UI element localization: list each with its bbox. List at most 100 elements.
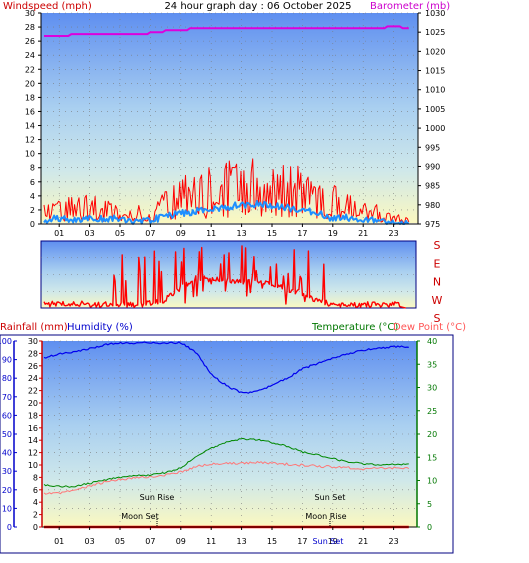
moon-rise-annotation: Moon Rise xyxy=(305,512,346,521)
humidity-ticks: 0 10 20 30 40 50 60 70 80 90 100 xyxy=(0,337,17,532)
lower-hour-label: 17 xyxy=(297,537,307,546)
wind-hour-label: 17 xyxy=(297,229,307,238)
humidity-tick-label: 40 xyxy=(2,449,12,458)
windspeed-tick-label: 8 xyxy=(30,164,35,173)
direction-grid xyxy=(41,257,416,292)
temperature-tick-label: 25 xyxy=(427,407,437,416)
sun-rise-annotation: Sun Rise xyxy=(140,493,175,502)
lower-hour-label: 21 xyxy=(358,537,368,546)
temperature-line xyxy=(43,437,409,488)
humidity-tick-label: 20 xyxy=(2,486,12,495)
windspeed-tick-label: 0 xyxy=(30,220,35,229)
windspeed-axis-label: Windspeed (mph) xyxy=(3,1,92,12)
wind-hour-ticks: 01 03 05 07 09 11 13 15 17 19 21 23 xyxy=(54,224,399,238)
wind-series xyxy=(43,25,410,225)
barometer-tick-label: 1015 xyxy=(425,67,445,76)
lower-hour-label: 07 xyxy=(145,537,155,546)
rainfall-tick-label: 0 xyxy=(33,523,38,532)
dew-point-line xyxy=(43,461,410,495)
lower-hour-label: 23 xyxy=(389,537,399,546)
rainfall-tick-label: 22 xyxy=(28,387,38,396)
direction-series xyxy=(43,245,406,309)
wind-hour-label: 11 xyxy=(206,229,216,238)
rainfall-tick-label: 14 xyxy=(28,436,38,445)
rainfall-axis-label: Rainfall (mm) xyxy=(0,322,68,333)
windspeed-tick-label: 24 xyxy=(25,51,35,60)
wind-hour-label: 21 xyxy=(358,229,368,238)
temperature-tick-label: 30 xyxy=(427,384,437,393)
temperature-tick-label: 40 xyxy=(427,337,437,346)
humidity-line xyxy=(43,341,409,394)
lower-hour-label: 09 xyxy=(176,537,186,546)
lower-panel-frame xyxy=(0,334,454,554)
humidity-tick-label: 100 xyxy=(0,337,12,346)
lower-hour-label: 03 xyxy=(85,537,95,546)
barometer-line xyxy=(44,25,409,37)
moon-set-annotation: Moon Set xyxy=(121,512,158,521)
humidity-tick-label: 90 xyxy=(2,356,12,365)
direction-label: S xyxy=(434,312,441,325)
wind-hour-label: 09 xyxy=(176,229,186,238)
windspeed-tick-label: 30 xyxy=(25,9,35,18)
dew-point-axis-label: Dew Point (°C) xyxy=(393,322,466,333)
barometer-tick-label: 1030 xyxy=(425,9,445,18)
temperature-ticks: 0 5 10 15 20 25 30 35 40 xyxy=(416,337,437,532)
lower-hour-label: 01 xyxy=(54,537,64,546)
temperature-tick-label: 10 xyxy=(427,477,437,486)
wind-hour-label: 05 xyxy=(115,229,125,238)
sun-set-bottom-annotation: Sun Set xyxy=(313,537,344,546)
lower-hour-ticks: 01 03 05 07 09 11 13 15 17 19 21 23 xyxy=(54,527,399,546)
wind-direction-line xyxy=(43,245,406,309)
wind-hour-label: 19 xyxy=(328,229,338,238)
wind-panel-background xyxy=(41,13,418,223)
lower-hour-label: 11 xyxy=(206,537,216,546)
humidity-tick-label: 70 xyxy=(2,393,12,402)
windspeed-tick-label: 20 xyxy=(25,79,35,88)
windspeed-tick-label: 22 xyxy=(25,65,35,74)
rainfall-tick-label: 28 xyxy=(28,349,38,358)
wind-hour-label: 03 xyxy=(85,229,95,238)
lower-grid xyxy=(42,340,417,527)
windspeed-tick-label: 2 xyxy=(30,206,35,215)
rainfall-tick-label: 18 xyxy=(28,411,38,420)
rainfall-tick-label: 4 xyxy=(33,498,38,507)
rainfall-tick-label: 2 xyxy=(33,511,38,520)
temperature-tick-label: 35 xyxy=(427,360,437,369)
barometer-tick-label: 975 xyxy=(425,220,440,229)
temperature-tick-label: 20 xyxy=(427,430,437,439)
rainfall-tick-label: 26 xyxy=(28,362,38,371)
wind-hour-label: 15 xyxy=(267,229,277,238)
barometer-tick-label: 1020 xyxy=(425,47,445,56)
windspeed-tick-label: 28 xyxy=(25,23,35,32)
temperature-tick-label: 0 xyxy=(427,523,432,532)
windspeed-tick-label: 18 xyxy=(25,93,35,102)
lower-hour-label: 19 xyxy=(328,537,338,546)
barometer-tick-label: 1025 xyxy=(425,28,445,37)
windspeed-tick-label: 4 xyxy=(30,192,35,201)
rainfall-tick-label: 8 xyxy=(33,473,38,482)
humidity-tick-label: 10 xyxy=(2,504,12,513)
rainfall-tick-label: 30 xyxy=(28,337,38,346)
direction-label: N xyxy=(433,276,441,289)
windspeed-tick-label: 12 xyxy=(25,136,35,145)
humidity-tick-label: 0 xyxy=(7,523,12,532)
windspeed-tick-label: 10 xyxy=(25,150,35,159)
barometer-axis-label: Barometer (mb) xyxy=(370,1,450,12)
humidity-tick-label: 50 xyxy=(2,430,12,439)
windspeed-tick-label: 16 xyxy=(25,107,35,116)
rainfall-tick-label: 6 xyxy=(33,486,38,495)
wind-hour-label: 01 xyxy=(54,229,64,238)
lower-hour-label: 15 xyxy=(267,537,277,546)
barometer-tick-label: 1010 xyxy=(425,86,445,95)
direction-label: S xyxy=(434,239,441,252)
direction-label: W xyxy=(432,294,443,307)
rainfall-tick-label: 20 xyxy=(28,399,38,408)
rainfall-tick-label: 12 xyxy=(28,449,38,458)
barometer-tick-label: 980 xyxy=(425,201,440,210)
rainfall-tick-label: 10 xyxy=(28,461,38,470)
